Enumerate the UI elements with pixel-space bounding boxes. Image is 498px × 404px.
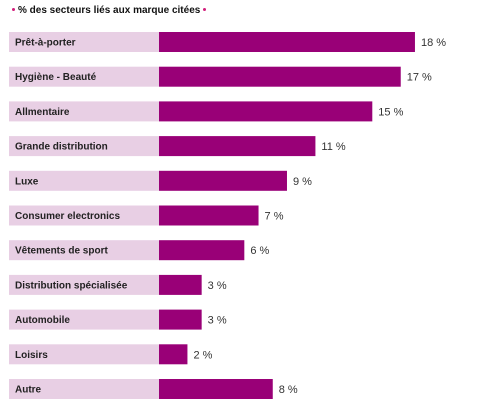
category-label: Prêt-à-porter bbox=[15, 38, 76, 49]
value-label: 15 % bbox=[378, 106, 403, 118]
bar bbox=[159, 66, 401, 87]
bar bbox=[159, 344, 188, 365]
category-label: Allmentaire bbox=[15, 107, 70, 118]
title-dot-left bbox=[12, 7, 15, 11]
bar bbox=[159, 309, 202, 330]
category-band bbox=[9, 309, 159, 330]
bar bbox=[159, 32, 415, 52]
category-band bbox=[9, 379, 159, 399]
category-band bbox=[9, 170, 159, 191]
category-label: Distribution spécialisée bbox=[15, 280, 128, 291]
value-label: 9 % bbox=[293, 176, 312, 188]
category-label: Hygiène - Beauté bbox=[15, 72, 97, 83]
value-label: 18 % bbox=[421, 37, 446, 49]
category-label: Grande distribution bbox=[15, 142, 108, 153]
category-band bbox=[9, 205, 159, 226]
category-band bbox=[9, 32, 159, 52]
bar bbox=[159, 101, 373, 122]
category-label: Autre bbox=[15, 385, 42, 396]
value-label: 11 % bbox=[321, 141, 345, 153]
category-band bbox=[9, 66, 159, 87]
value-label: 3 % bbox=[208, 315, 227, 327]
value-label: 17 % bbox=[407, 72, 432, 84]
chart-title-row: % des secteurs liés aux marque citées bbox=[9, 4, 209, 18]
bar bbox=[159, 379, 273, 399]
value-label: 6 % bbox=[250, 245, 269, 257]
bar bbox=[159, 274, 202, 295]
title-dot-right bbox=[203, 7, 207, 11]
value-label: 8 % bbox=[279, 384, 298, 396]
category-label: Vêtements de sport bbox=[15, 246, 108, 257]
category-label: Automobile bbox=[15, 315, 70, 326]
value-label: 3 % bbox=[208, 280, 227, 292]
category-label: Loisirs bbox=[15, 350, 48, 361]
bar bbox=[159, 205, 259, 226]
category-band bbox=[9, 344, 159, 365]
bar bbox=[159, 240, 245, 261]
category-band bbox=[9, 274, 159, 295]
category-label: Consumer electronics bbox=[15, 211, 120, 222]
value-label: 7 % bbox=[265, 211, 284, 223]
category-band bbox=[9, 240, 159, 261]
category-label: Luxe bbox=[15, 176, 39, 187]
category-band bbox=[9, 136, 159, 157]
bar bbox=[159, 170, 287, 191]
category-band bbox=[9, 101, 159, 122]
bar bbox=[159, 136, 316, 157]
value-label: 2 % bbox=[193, 349, 212, 361]
chart-title: % des secteurs liés aux marque citées bbox=[18, 5, 201, 16]
